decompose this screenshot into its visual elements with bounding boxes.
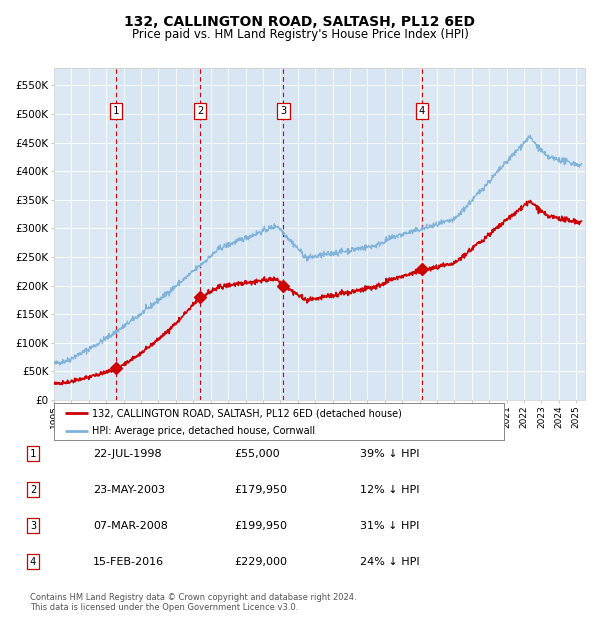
Text: 07-MAR-2008: 07-MAR-2008 [93,521,168,531]
Text: £179,950: £179,950 [234,485,287,495]
Text: 132, CALLINGTON ROAD, SALTASH, PL12 6ED (detached house): 132, CALLINGTON ROAD, SALTASH, PL12 6ED … [92,409,402,419]
Text: 4: 4 [419,106,425,116]
Text: 15-FEB-2016: 15-FEB-2016 [93,557,164,567]
Text: 22-JUL-1998: 22-JUL-1998 [93,449,161,459]
Text: 23-MAY-2003: 23-MAY-2003 [93,485,165,495]
Bar [116,68,422,400]
Text: 1: 1 [113,106,119,116]
Text: £55,000: £55,000 [234,449,280,459]
Text: 2: 2 [30,485,36,495]
Text: HPI: Average price, detached house, Cornwall: HPI: Average price, detached house, Corn… [92,427,316,436]
Text: 3: 3 [280,106,287,116]
Text: 3: 3 [30,521,36,531]
Text: Price paid vs. HM Land Registry's House Price Index (HPI): Price paid vs. HM Land Registry's House … [131,28,469,40]
Text: 2: 2 [197,106,203,116]
Text: £229,000: £229,000 [234,557,287,567]
Text: £199,950: £199,950 [234,521,287,531]
Text: 1: 1 [30,449,36,459]
Text: 4: 4 [30,557,36,567]
Text: 132, CALLINGTON ROAD, SALTASH, PL12 6ED: 132, CALLINGTON ROAD, SALTASH, PL12 6ED [125,15,476,29]
Text: 31% ↓ HPI: 31% ↓ HPI [360,521,419,531]
Text: Contains HM Land Registry data © Crown copyright and database right 2024.
This d: Contains HM Land Registry data © Crown c… [30,593,356,613]
Text: 24% ↓ HPI: 24% ↓ HPI [360,557,419,567]
Text: 39% ↓ HPI: 39% ↓ HPI [360,449,419,459]
Text: 12% ↓ HPI: 12% ↓ HPI [360,485,419,495]
